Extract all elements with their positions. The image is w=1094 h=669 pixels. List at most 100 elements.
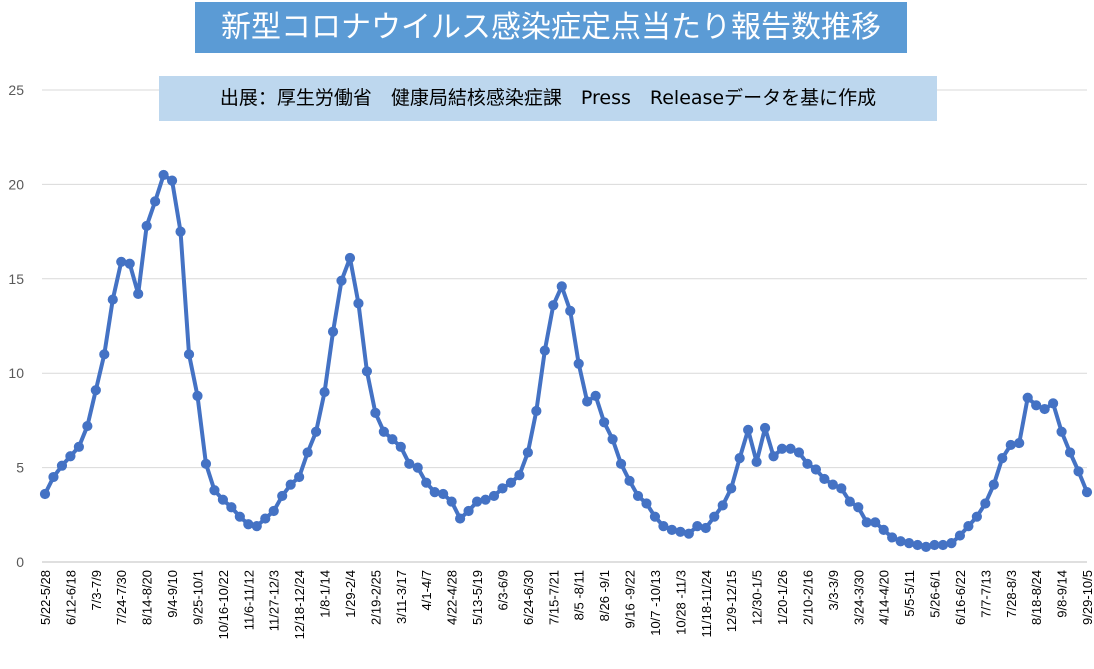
data-point — [73, 441, 84, 452]
data-point — [514, 470, 525, 481]
data-point — [1081, 487, 1093, 498]
y-tick-label: 5 — [16, 460, 24, 476]
x-tick-label: 12/18-12/24 — [292, 570, 307, 639]
data-point — [217, 494, 229, 505]
data-point — [870, 517, 881, 528]
data-point — [675, 526, 686, 537]
data-point — [548, 300, 559, 311]
data-points — [39, 169, 1093, 552]
x-tick-label: 9/16 -9/22 — [623, 570, 638, 629]
data-point — [438, 488, 449, 500]
data-point — [556, 281, 567, 292]
x-tick-label: 8/18-8/24 — [1029, 570, 1044, 625]
data-point — [116, 256, 127, 267]
x-tick-label: 4/1-4/7 — [419, 570, 434, 610]
data-point — [590, 390, 601, 401]
data-point — [819, 473, 830, 485]
x-tick-label: 7/28-8/3 — [1004, 570, 1019, 618]
data-point — [124, 258, 135, 269]
data-point — [522, 447, 533, 458]
data-point — [166, 175, 178, 186]
x-tick-label: 12/9-12/15 — [724, 570, 739, 632]
chart-title: 新型コロナウイルス感染症定点当たり報告数推移 — [195, 2, 907, 53]
data-point — [56, 460, 68, 471]
data-point — [632, 490, 644, 502]
data-point — [387, 434, 398, 445]
data-point — [412, 462, 423, 473]
data-point — [641, 498, 652, 509]
data-point — [980, 498, 991, 509]
data-point — [497, 483, 508, 494]
data-point — [649, 511, 661, 522]
data-point — [429, 487, 440, 498]
data-point — [395, 441, 406, 452]
data-point — [666, 524, 677, 536]
data-point — [920, 541, 932, 552]
data-point — [183, 349, 195, 360]
data-point — [946, 538, 957, 549]
data-point — [421, 477, 432, 488]
x-tick-label: 9/8-9/14 — [1055, 570, 1070, 618]
data-point — [480, 494, 491, 505]
data-point — [531, 405, 542, 417]
x-tick-label: 1/29-2/4 — [343, 570, 358, 618]
data-point — [565, 305, 576, 316]
data-point — [895, 536, 906, 547]
data-point — [988, 479, 999, 490]
data-point — [277, 490, 288, 502]
data-point — [887, 532, 898, 543]
data-point — [759, 422, 771, 434]
data-point — [810, 464, 822, 475]
data-point — [82, 420, 93, 432]
x-tick-label: 5/22-5/28 — [38, 570, 53, 625]
data-point — [361, 366, 373, 377]
data-point — [319, 386, 330, 398]
data-point — [234, 511, 245, 522]
y-axis-ticks: 0 5 10 15 20 25 — [8, 82, 24, 570]
data-point — [378, 426, 389, 437]
data-point — [200, 458, 212, 469]
y-tick-label: 0 — [16, 554, 24, 570]
data-point — [175, 226, 186, 237]
x-tick-label: 4/14-4/20 — [877, 570, 892, 625]
data-point — [954, 530, 966, 541]
data-point — [209, 485, 220, 496]
data-point — [226, 502, 237, 513]
data-point — [243, 519, 254, 530]
data-point — [302, 447, 313, 458]
data-point — [150, 196, 161, 207]
data-point — [844, 496, 855, 507]
data-point — [370, 407, 381, 418]
data-point — [1014, 437, 1025, 449]
y-tick-label: 25 — [8, 82, 24, 98]
data-point — [285, 479, 296, 490]
x-tick-label: 2/10-2/16 — [800, 570, 815, 625]
x-tick-label: 1/20-1/26 — [775, 570, 790, 625]
data-point — [107, 294, 118, 305]
data-point — [903, 538, 915, 549]
x-tick-label: 12/30-1/5 — [750, 570, 765, 625]
data-point — [683, 528, 694, 539]
x-tick-label: 6/24-6/30 — [521, 570, 536, 625]
data-point — [1022, 392, 1033, 403]
data-point — [65, 451, 76, 462]
x-tick-label: 11/6-11/12 — [241, 570, 256, 630]
x-tick-label: 1/8-1/14 — [318, 570, 333, 618]
data-point — [455, 513, 466, 524]
x-tick-label: 5/5-5/11 — [902, 570, 917, 617]
x-tick-label: 3/3-3/9 — [826, 570, 841, 610]
data-point — [158, 169, 169, 181]
data-point — [785, 443, 796, 454]
x-tick-label: 10/16-10/22 — [216, 570, 231, 639]
data-point — [90, 385, 101, 396]
data-point — [861, 517, 872, 528]
x-tick-label: 3/24-3/30 — [851, 570, 866, 625]
source-note: 出展：厚生労働省 健康局結核感染症課 Press Releaseデータを基に作成 — [159, 76, 937, 121]
x-tick-label: 10/7 -10/13 — [648, 570, 663, 636]
data-point — [505, 477, 517, 488]
data-point — [48, 471, 59, 483]
data-point — [404, 458, 415, 469]
x-tick-label: 8/14-8/20 — [140, 570, 155, 625]
data-point — [582, 396, 593, 407]
x-tick-label: 3/11-3/17 — [394, 570, 409, 624]
